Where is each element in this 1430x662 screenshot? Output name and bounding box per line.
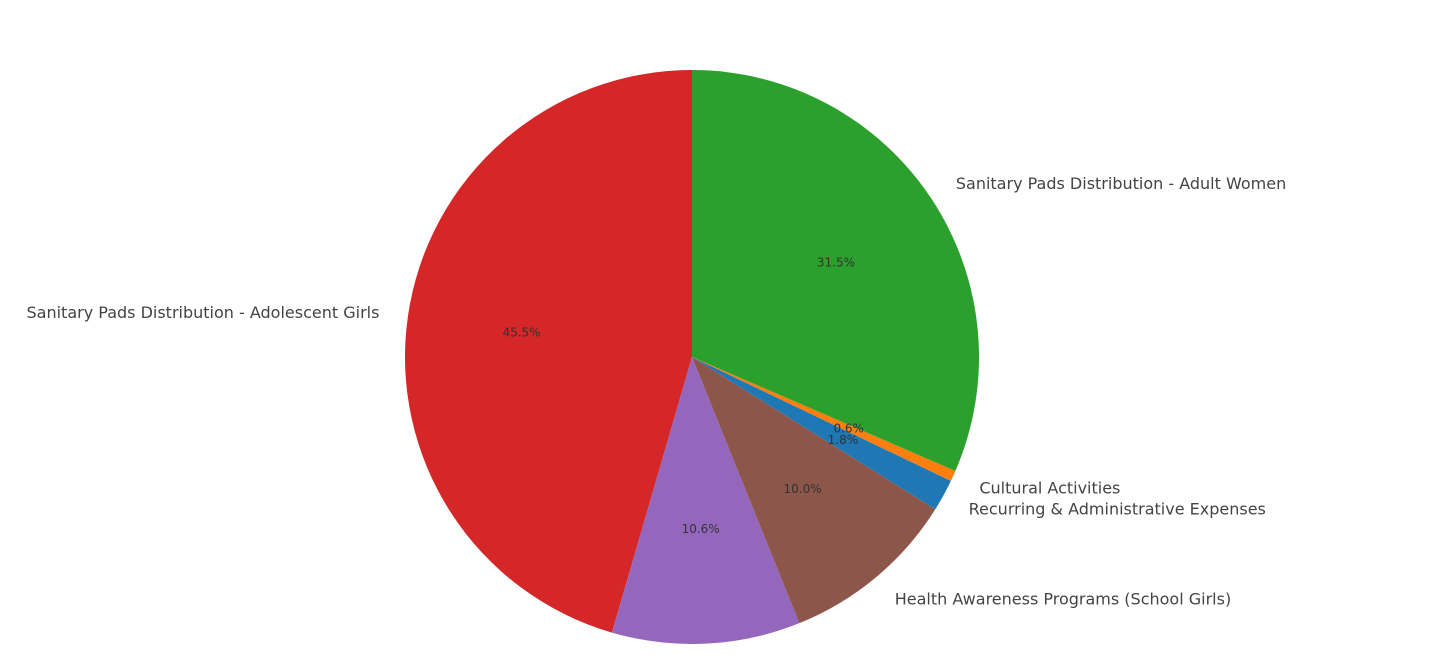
pct-label-health-awareness-programs-school-girls: 10.0%: [784, 482, 822, 496]
pie-slice-sanitary-pads-distribution-adult-women: [692, 70, 980, 471]
pie-slice-sanitary-pads-distribution-adolescent-girls: [405, 70, 692, 633]
pie-slice-health-awareness-programs-school-girls: [692, 357, 936, 624]
slice-label-sanitary-pads-distribution-adolescent-girls: Sanitary Pads Distribution - Adolescent …: [27, 303, 380, 322]
slices-layer: [405, 70, 980, 644]
pie-slice-cultural-activities: [692, 357, 956, 481]
pct-label-recurring-and-administrative-expenses: 1.8%: [828, 433, 859, 447]
pie-slice-recurring-and-administrative-expenses: [692, 357, 951, 510]
outer-labels-layer: Sanitary Pads Distribution - Adolescent …: [27, 174, 1287, 608]
pct-label-sanitary-pads-distribution-adult-women: 31.5%: [817, 255, 855, 269]
pct-label-project-management: 10.6%: [682, 522, 720, 536]
slice-label-sanitary-pads-distribution-adult-women: Sanitary Pads Distribution - Adult Women: [956, 174, 1286, 193]
pct-label-sanitary-pads-distribution-adolescent-girls: 45.5%: [502, 326, 540, 340]
slice-label-cultural-activities: Cultural Activities: [979, 478, 1120, 497]
percent-labels-layer: 45.5% 10.6% 10.0% 1.8%0.6% 31.5%: [502, 255, 864, 536]
pct-label-cultural-activities: 0.6%: [833, 421, 864, 435]
pie-slice-project-management: [611, 357, 800, 644]
slice-label-health-awareness-programs-school-girls: Health Awareness Programs (School Girls): [895, 589, 1231, 608]
slice-label-recurring-and-administrative-expenses: Recurring & Administrative Expenses: [969, 500, 1266, 519]
